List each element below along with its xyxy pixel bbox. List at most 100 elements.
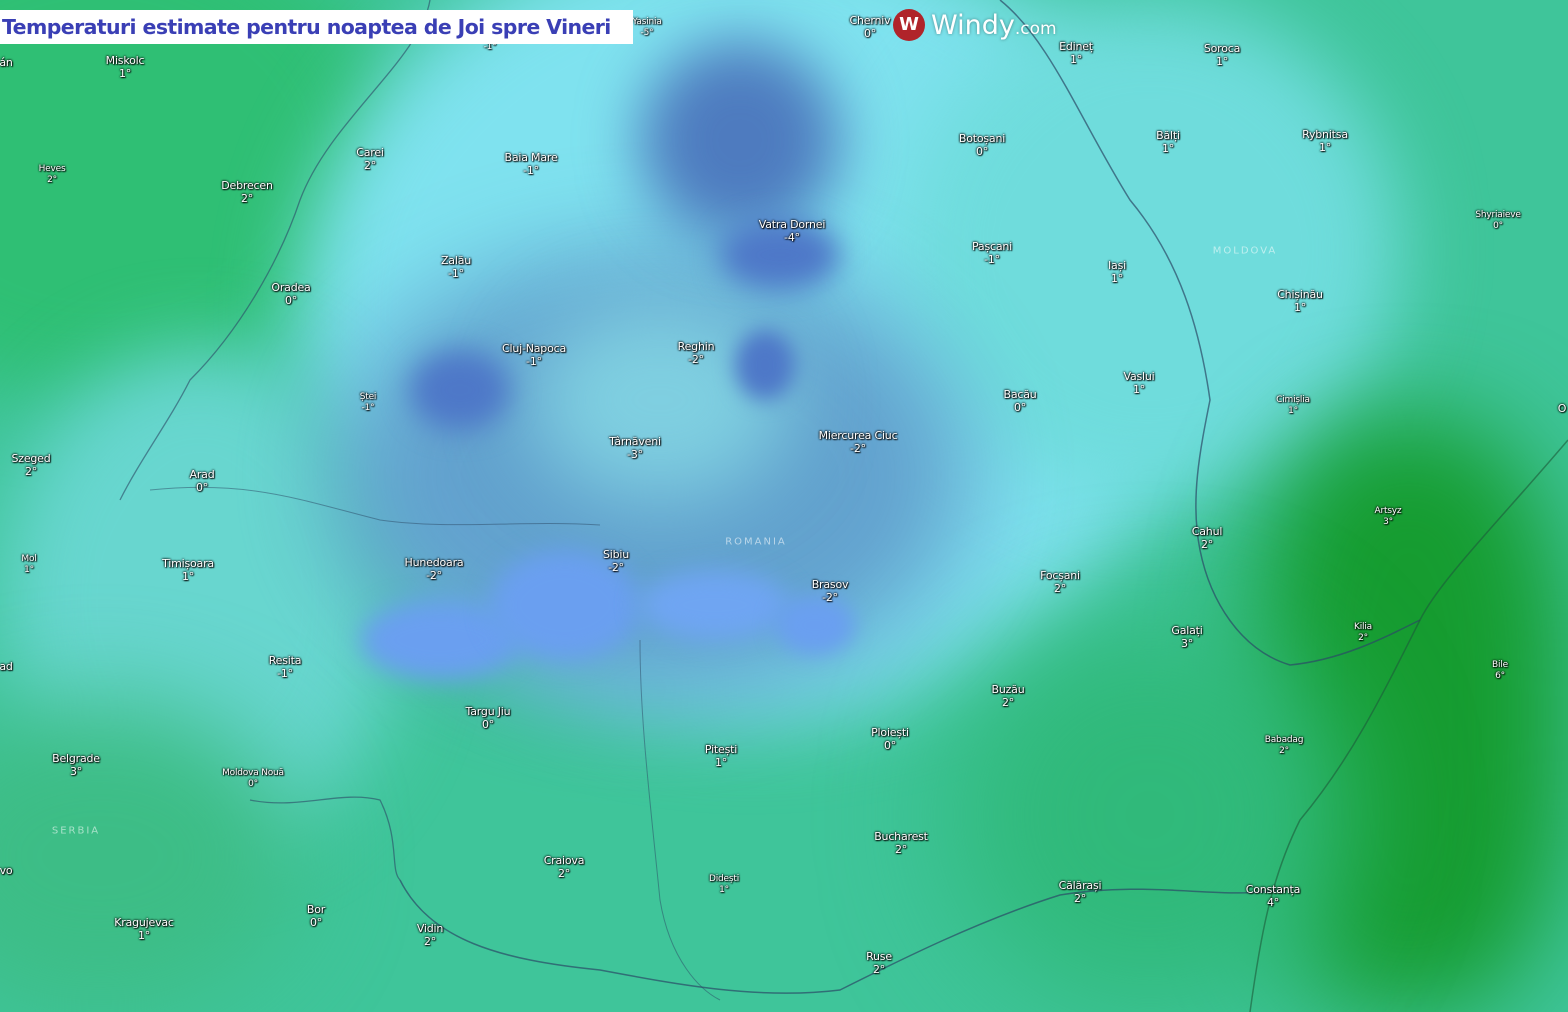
city-temperature: 2°	[24, 465, 38, 478]
city-label[interactable]: Buzău 2°	[991, 683, 1024, 709]
city-label[interactable]: Timișoara 1°	[162, 557, 214, 583]
city-temperature: 1°	[1288, 406, 1298, 416]
cool-area-east	[900, 0, 1400, 500]
city-label[interactable]: Yasinia -5°	[632, 17, 661, 39]
city-name: Timișoara	[162, 557, 214, 570]
city-label[interactable]: Zalău -1°	[441, 254, 471, 280]
city-name: Edineț	[1059, 40, 1093, 53]
city-name: Vaslui	[1123, 370, 1155, 383]
city-label[interactable]: Kilia 2°	[1354, 622, 1372, 644]
city-label[interactable]: Ștei -1°	[360, 392, 377, 414]
city-name: Babadag	[1264, 735, 1304, 745]
city-label[interactable]: Miercurea Ciuc -2°	[819, 429, 898, 455]
city-label[interactable]: Cahul 2°	[1191, 525, 1223, 551]
city-label[interactable]: Bacău 0°	[1003, 388, 1036, 414]
city-label[interactable]: Szeged 2°	[11, 452, 50, 478]
city-label[interactable]: Miskolc 1°	[106, 54, 145, 80]
city-name: Didești	[709, 874, 739, 884]
city-name: Pitești	[704, 743, 738, 756]
city-label[interactable]: Cherniv 0°	[850, 14, 891, 40]
city-label[interactable]: Brasov -2°	[812, 578, 849, 604]
city-label[interactable]: Bile 6°	[1492, 660, 1508, 682]
city-temperature: 2°	[47, 175, 57, 185]
city-name: Mol	[21, 554, 37, 564]
city-temperature: -2°	[822, 591, 838, 604]
city-label[interactable]: Vidin 2°	[417, 922, 444, 948]
city-label[interactable]: Vatra Dornei -4°	[758, 218, 826, 244]
city-name: Vatra Dornei	[758, 218, 826, 231]
city-label[interactable]: Belgrade 3°	[52, 752, 100, 778]
city-temperature: 2°	[1001, 696, 1015, 709]
edge-label: án	[0, 56, 13, 69]
city-label[interactable]: Galați 3°	[1171, 624, 1202, 650]
city-name: Heves	[38, 164, 66, 174]
city-name: Artsyz	[1374, 506, 1402, 516]
cold-spot	[640, 570, 790, 640]
city-label[interactable]: Artsyz 3°	[1375, 506, 1402, 528]
city-label[interactable]: Heves 2°	[39, 164, 66, 186]
city-label[interactable]: Vaslui 1°	[1123, 370, 1154, 396]
city-label[interactable]: Călărași 2°	[1059, 879, 1102, 905]
city-name: Botoșani	[958, 132, 1006, 145]
city-temperature: 1°	[1132, 383, 1146, 396]
city-label[interactable]: Resita -1°	[269, 654, 302, 680]
city-label[interactable]: Focșani 2°	[1040, 569, 1080, 595]
city-label[interactable]: Bucharest 2°	[874, 830, 928, 856]
city-temperature: 1°	[1293, 301, 1307, 314]
city-temperature: -2°	[426, 569, 442, 582]
cold-spot	[720, 220, 840, 290]
city-label[interactable]: Moldova Nouă 0°	[222, 768, 284, 790]
city-label[interactable]: Shyriaieve 0°	[1475, 210, 1521, 232]
city-temperature: 0°	[863, 27, 877, 40]
city-temperature: 1°	[181, 570, 195, 583]
city-label[interactable]: Ploiești 0°	[871, 726, 909, 752]
windy-logo[interactable]: W Windy.com	[893, 9, 1057, 41]
city-label[interactable]: Craiova 2°	[544, 854, 585, 880]
city-name: Zalău	[440, 254, 472, 267]
city-label[interactable]: Kragujevac 1°	[114, 916, 174, 942]
city-label[interactable]: Ruse 2°	[866, 950, 892, 976]
city-label[interactable]: Cimișlia 1°	[1276, 395, 1310, 417]
city-label[interactable]: Arad 0°	[190, 468, 215, 494]
city-label[interactable]: -1°	[484, 42, 497, 53]
city-temperature: -2°	[850, 442, 866, 455]
city-temperature: 2°	[872, 963, 886, 976]
city-label[interactable]: Targu Jiu 0°	[466, 705, 511, 731]
city-label[interactable]: Bălți 1°	[1156, 129, 1180, 155]
city-name: Cimișlia	[1276, 395, 1310, 405]
city-temperature: 1°	[1215, 55, 1229, 68]
city-label[interactable]: Pașcani -1°	[972, 240, 1012, 266]
city-label[interactable]: Pitești 1°	[705, 743, 737, 769]
city-label[interactable]: Sibiu -2°	[603, 548, 629, 574]
city-label[interactable]: Botoșani 0°	[959, 132, 1005, 158]
city-label[interactable]: Reghin -2°	[678, 340, 715, 366]
city-label[interactable]: Carei 2°	[356, 146, 384, 172]
city-name: Galați	[1171, 624, 1203, 637]
city-label[interactable]: Rybnitsa 1°	[1302, 128, 1348, 154]
city-temperature: 2°	[363, 159, 377, 172]
city-temperature: 4°	[1266, 896, 1280, 909]
city-label[interactable]: Constanța 4°	[1246, 883, 1301, 909]
edge-label: ad	[0, 660, 13, 673]
city-label[interactable]: Hunedoara -2°	[405, 556, 464, 582]
city-temperature: -5°	[640, 28, 654, 38]
city-label[interactable]: Târnăveni -3°	[609, 435, 661, 461]
city-label[interactable]: Didești 1°	[709, 874, 739, 896]
city-label[interactable]: Chișinău 1°	[1277, 288, 1323, 314]
city-label[interactable]: Babadag 2°	[1264, 735, 1304, 757]
city-label[interactable]: Iași 1°	[1108, 259, 1126, 285]
warm-area-se	[950, 620, 1350, 1010]
city-label[interactable]: Cluj-Napoca -1°	[502, 342, 566, 368]
city-label[interactable]: Soroca 1°	[1204, 42, 1241, 68]
city-label[interactable]: Mol 1°	[21, 554, 36, 576]
city-label[interactable]: Edineț 1°	[1059, 40, 1093, 66]
city-name: Cahul	[1191, 525, 1223, 538]
city-temperature: 3°	[1383, 517, 1393, 527]
city-label[interactable]: Oradea 0°	[271, 281, 310, 307]
city-label[interactable]: Debrecen 2°	[221, 179, 273, 205]
city-label[interactable]: Bor 0°	[307, 903, 325, 929]
city-label[interactable]: Baia Mare -1°	[504, 151, 557, 177]
city-temperature: 6°	[1495, 671, 1505, 681]
